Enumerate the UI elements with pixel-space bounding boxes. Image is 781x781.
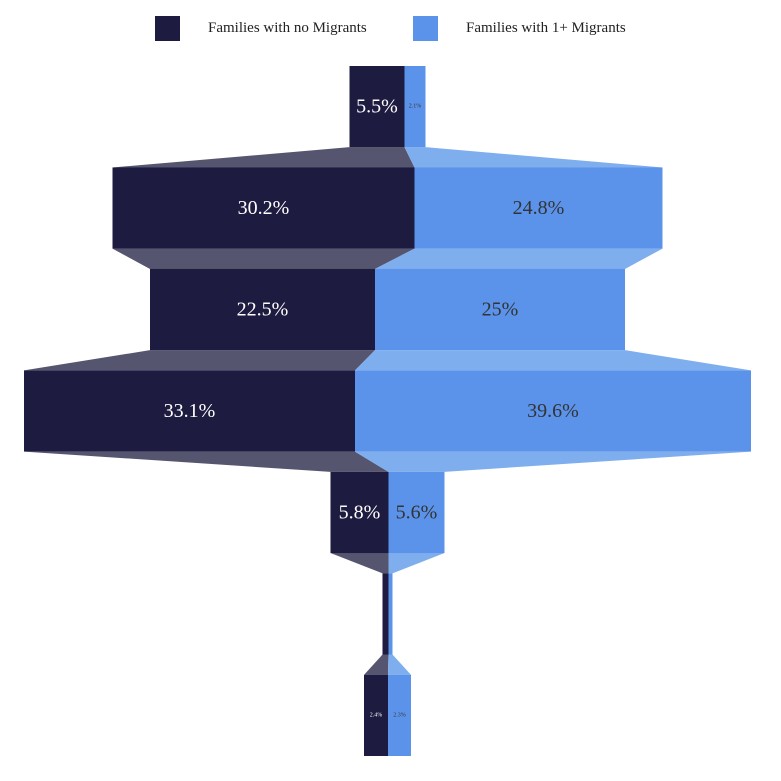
bar-migrants-7	[388, 674, 411, 756]
bar-no-migrants-6	[382, 573, 389, 655]
label-migrants-7: 2.3%	[393, 712, 406, 718]
connector-migrants-2	[375, 248, 663, 269]
label-migrants-1: 2.1%	[409, 104, 422, 110]
connector-no-migrants-3	[24, 350, 375, 371]
connector-no-migrants-4	[24, 451, 389, 472]
bar-migrants-5	[388, 471, 445, 554]
connector-no-migrants-2	[112, 248, 415, 269]
label-migrants-3: 25%	[482, 299, 519, 321]
connector-migrants-5	[388, 553, 445, 574]
legend-label-migrants: Families with 1+ Migrants	[466, 19, 626, 36]
label-migrants-4: 39.6%	[527, 400, 579, 422]
connector-migrants-4	[355, 451, 751, 472]
label-no-migrants-3: 22.5%	[237, 299, 289, 321]
bar-migrants-2	[414, 167, 663, 249]
label-no-migrants-1: 5.5%	[356, 96, 398, 118]
bar-migrants-4	[355, 370, 751, 452]
legend: Families with no Migrants Families with …	[0, 14, 781, 42]
legend-swatch-no-migrants	[155, 15, 180, 41]
bar-no-migrants-7	[364, 674, 388, 756]
connector-no-migrants-5	[330, 553, 389, 574]
bar-no-migrants-4	[24, 370, 355, 452]
bar-no-migrants-5	[330, 471, 389, 554]
legend-item-migrants[interactable]: Families with 1+ Migrants	[413, 14, 626, 42]
legend-swatch-migrants	[413, 15, 438, 41]
bar-no-migrants-2	[112, 167, 415, 249]
connector-migrants-6	[388, 654, 411, 675]
connector-no-migrants-6	[364, 654, 389, 675]
legend-label-no-migrants: Families with no Migrants	[208, 19, 367, 36]
label-no-migrants-7: 2.4%	[370, 712, 383, 718]
bar-migrants-6	[388, 573, 393, 655]
bar-no-migrants-3	[150, 268, 375, 351]
legend-item-no-migrants[interactable]: Families with no Migrants	[155, 14, 367, 42]
bar-migrants-1	[404, 66, 426, 148]
label-migrants-2: 24.8%	[513, 197, 565, 219]
label-migrants-5: 5.6%	[396, 501, 438, 523]
bar-migrants-3	[375, 268, 625, 351]
connector-no-migrants-1	[112, 147, 415, 168]
label-no-migrants-4: 33.1%	[164, 400, 216, 422]
label-no-migrants-5: 5.8%	[339, 501, 381, 523]
connector-migrants-1	[404, 147, 663, 168]
connector-migrants-3	[355, 350, 751, 371]
label-no-migrants-2: 30.2%	[238, 197, 290, 219]
bar-no-migrants-1	[349, 66, 405, 148]
